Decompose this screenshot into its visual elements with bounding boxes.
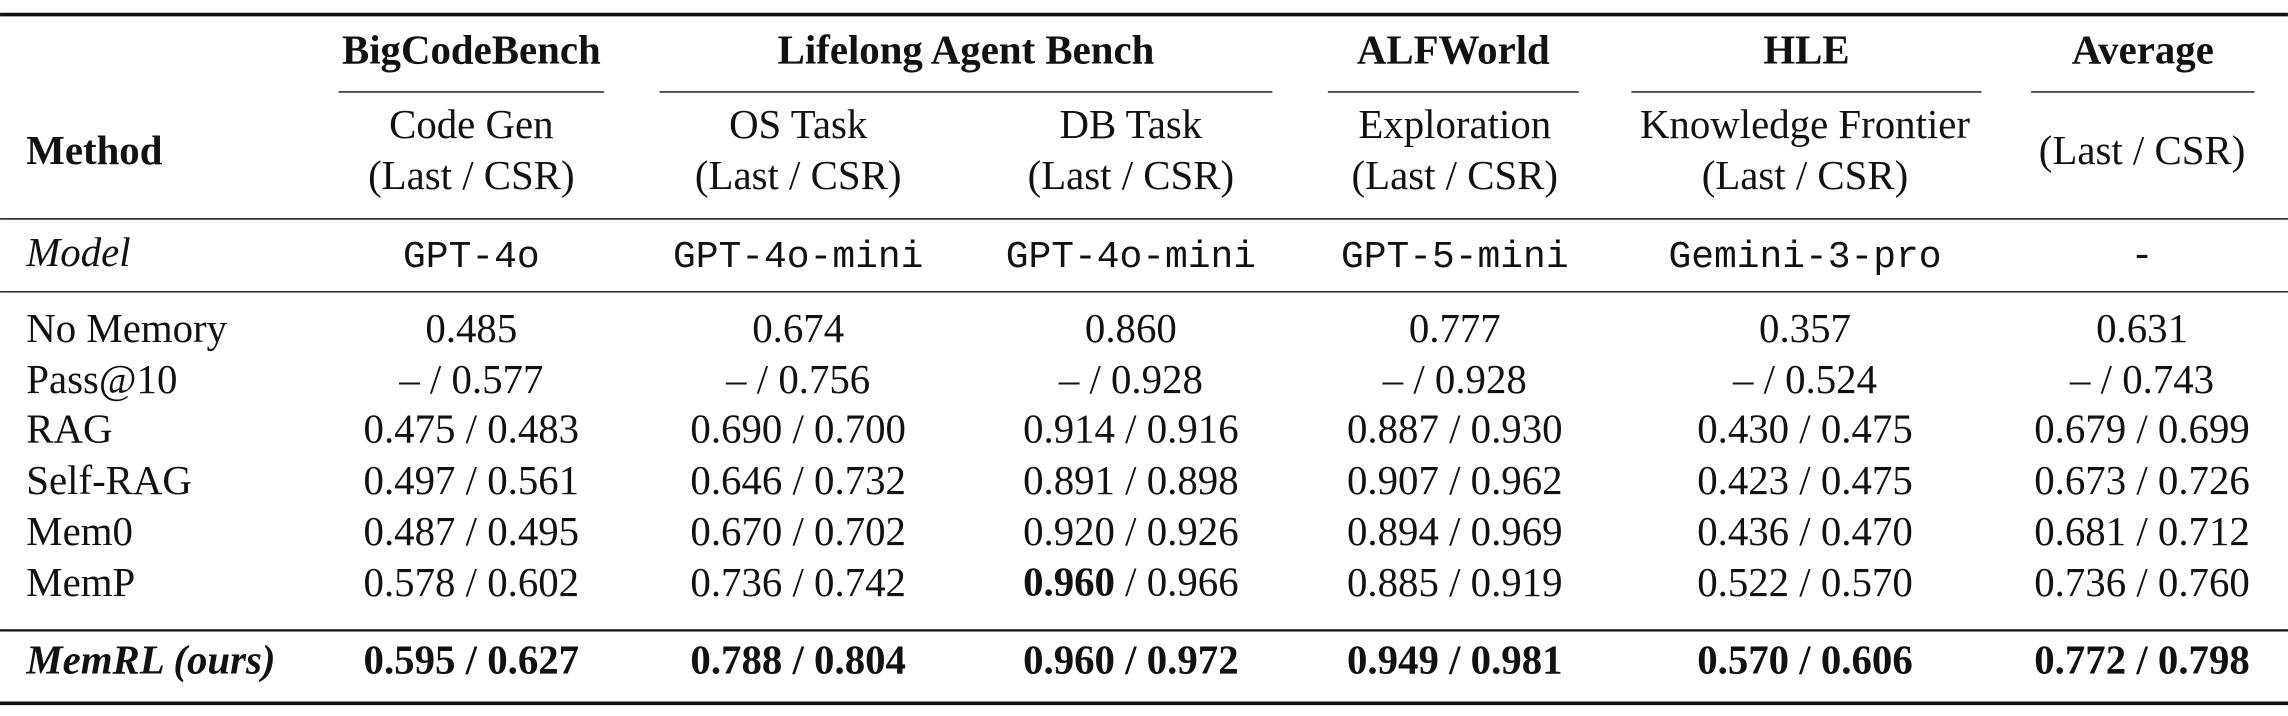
model-name: GPT-4o-mini: [1006, 236, 1256, 279]
column-metric: (Last / CSR): [2039, 128, 2246, 173]
column-task: OS Task: [729, 102, 868, 147]
model-name: GPT-4o: [403, 236, 540, 279]
cell: 0.887 / 0.930: [1347, 407, 1563, 452]
cell: 0.891 / 0.898: [1023, 458, 1239, 503]
cell: 0.772 / 0.798: [2034, 637, 2250, 682]
cell: – / 0.524: [1732, 357, 1877, 402]
cell: – / 0.756: [725, 357, 870, 402]
cell: 0.736 / 0.742: [690, 560, 906, 605]
cell: 0.960 / 0.972: [1023, 637, 1239, 682]
column-metric: (Last / CSR): [1702, 153, 1909, 198]
column-task: Knowledge Frontier: [1640, 102, 1970, 147]
cell: 0.522 / 0.570: [1697, 560, 1913, 605]
cell: 0.777: [1409, 306, 1501, 351]
method-name: MemRL (ours): [25, 637, 275, 682]
model-name: -: [2135, 230, 2149, 275]
method-name: MemP: [26, 560, 135, 605]
cell: – / 0.928: [1058, 357, 1203, 402]
column-task: Exploration: [1358, 102, 1551, 147]
group-title: Lifelong Agent Bench: [778, 27, 1155, 72]
column-task: DB Task: [1059, 102, 1202, 147]
column-metric: (Last / CSR): [1352, 153, 1559, 198]
group-title: Average: [2072, 27, 2214, 72]
cell: 0.497 / 0.561: [364, 458, 580, 503]
group-title: HLE: [1763, 27, 1849, 72]
group-title: BigCodeBench: [342, 27, 601, 72]
cell: 0.485: [425, 306, 517, 351]
cell: 0.681 / 0.712: [2034, 509, 2250, 554]
cell: 0.860: [1085, 306, 1177, 351]
cell: 0.578 / 0.602: [364, 560, 580, 605]
cell: 0.475 / 0.483: [364, 407, 580, 452]
cell: 0.736 / 0.760: [2034, 560, 2250, 605]
cell: 0.949 / 0.981: [1347, 637, 1563, 682]
column-task: Code Gen: [389, 102, 553, 147]
group-title: ALFWorld: [1357, 27, 1550, 72]
cell: 0.673 / 0.726: [2034, 458, 2250, 503]
model-name: Gemini-3-pro: [1668, 236, 1941, 279]
method-header: Method: [26, 128, 162, 173]
column-metric: (Last / CSR): [1028, 153, 1235, 198]
cell: 0.914 / 0.916: [1023, 407, 1239, 452]
cell: – / 0.743: [2069, 357, 2214, 402]
method-name: Pass@10: [26, 357, 177, 402]
cell: 0.436 / 0.470: [1697, 509, 1913, 554]
cell: 0.894 / 0.969: [1347, 509, 1563, 554]
method-name: Self-RAG: [26, 458, 192, 503]
method-name: No Memory: [26, 306, 227, 351]
cell: 0.570 / 0.606: [1697, 637, 1913, 682]
cell: 0.631: [2096, 306, 2188, 351]
column-metric: (Last / CSR): [695, 153, 902, 198]
cell: 0.907 / 0.962: [1347, 458, 1563, 503]
model-name: GPT-4o-mini: [673, 236, 923, 279]
cell: 0.357: [1759, 306, 1851, 351]
model-label: Model: [25, 230, 130, 275]
method-name: RAG: [26, 407, 112, 452]
cell: 0.690 / 0.700: [690, 407, 906, 452]
cell: 0.960 / 0.966: [1023, 560, 1239, 605]
cell-part: / 0.966: [1115, 560, 1239, 605]
cell: 0.423 / 0.475: [1697, 458, 1913, 503]
cell: 0.430 / 0.475: [1697, 407, 1913, 452]
cell: – / 0.928: [1382, 357, 1527, 402]
cell: 0.595 / 0.627: [364, 637, 580, 682]
cell: – / 0.577: [398, 357, 543, 402]
cell: 0.788 / 0.804: [690, 637, 906, 682]
cell: 0.487 / 0.495: [364, 509, 580, 554]
cell-bold-part: 0.960: [1023, 560, 1115, 605]
column-metric: (Last / CSR): [368, 153, 575, 198]
model-name: GPT-5-mini: [1341, 236, 1569, 279]
cell: 0.670 / 0.702: [690, 509, 906, 554]
method-name: Mem0: [26, 509, 133, 554]
cell: 0.674: [752, 306, 844, 351]
cell: 0.646 / 0.732: [690, 458, 906, 503]
cell: 0.920 / 0.926: [1023, 509, 1239, 554]
cell: 0.885 / 0.919: [1347, 560, 1563, 605]
cell: 0.679 / 0.699: [2034, 407, 2250, 452]
